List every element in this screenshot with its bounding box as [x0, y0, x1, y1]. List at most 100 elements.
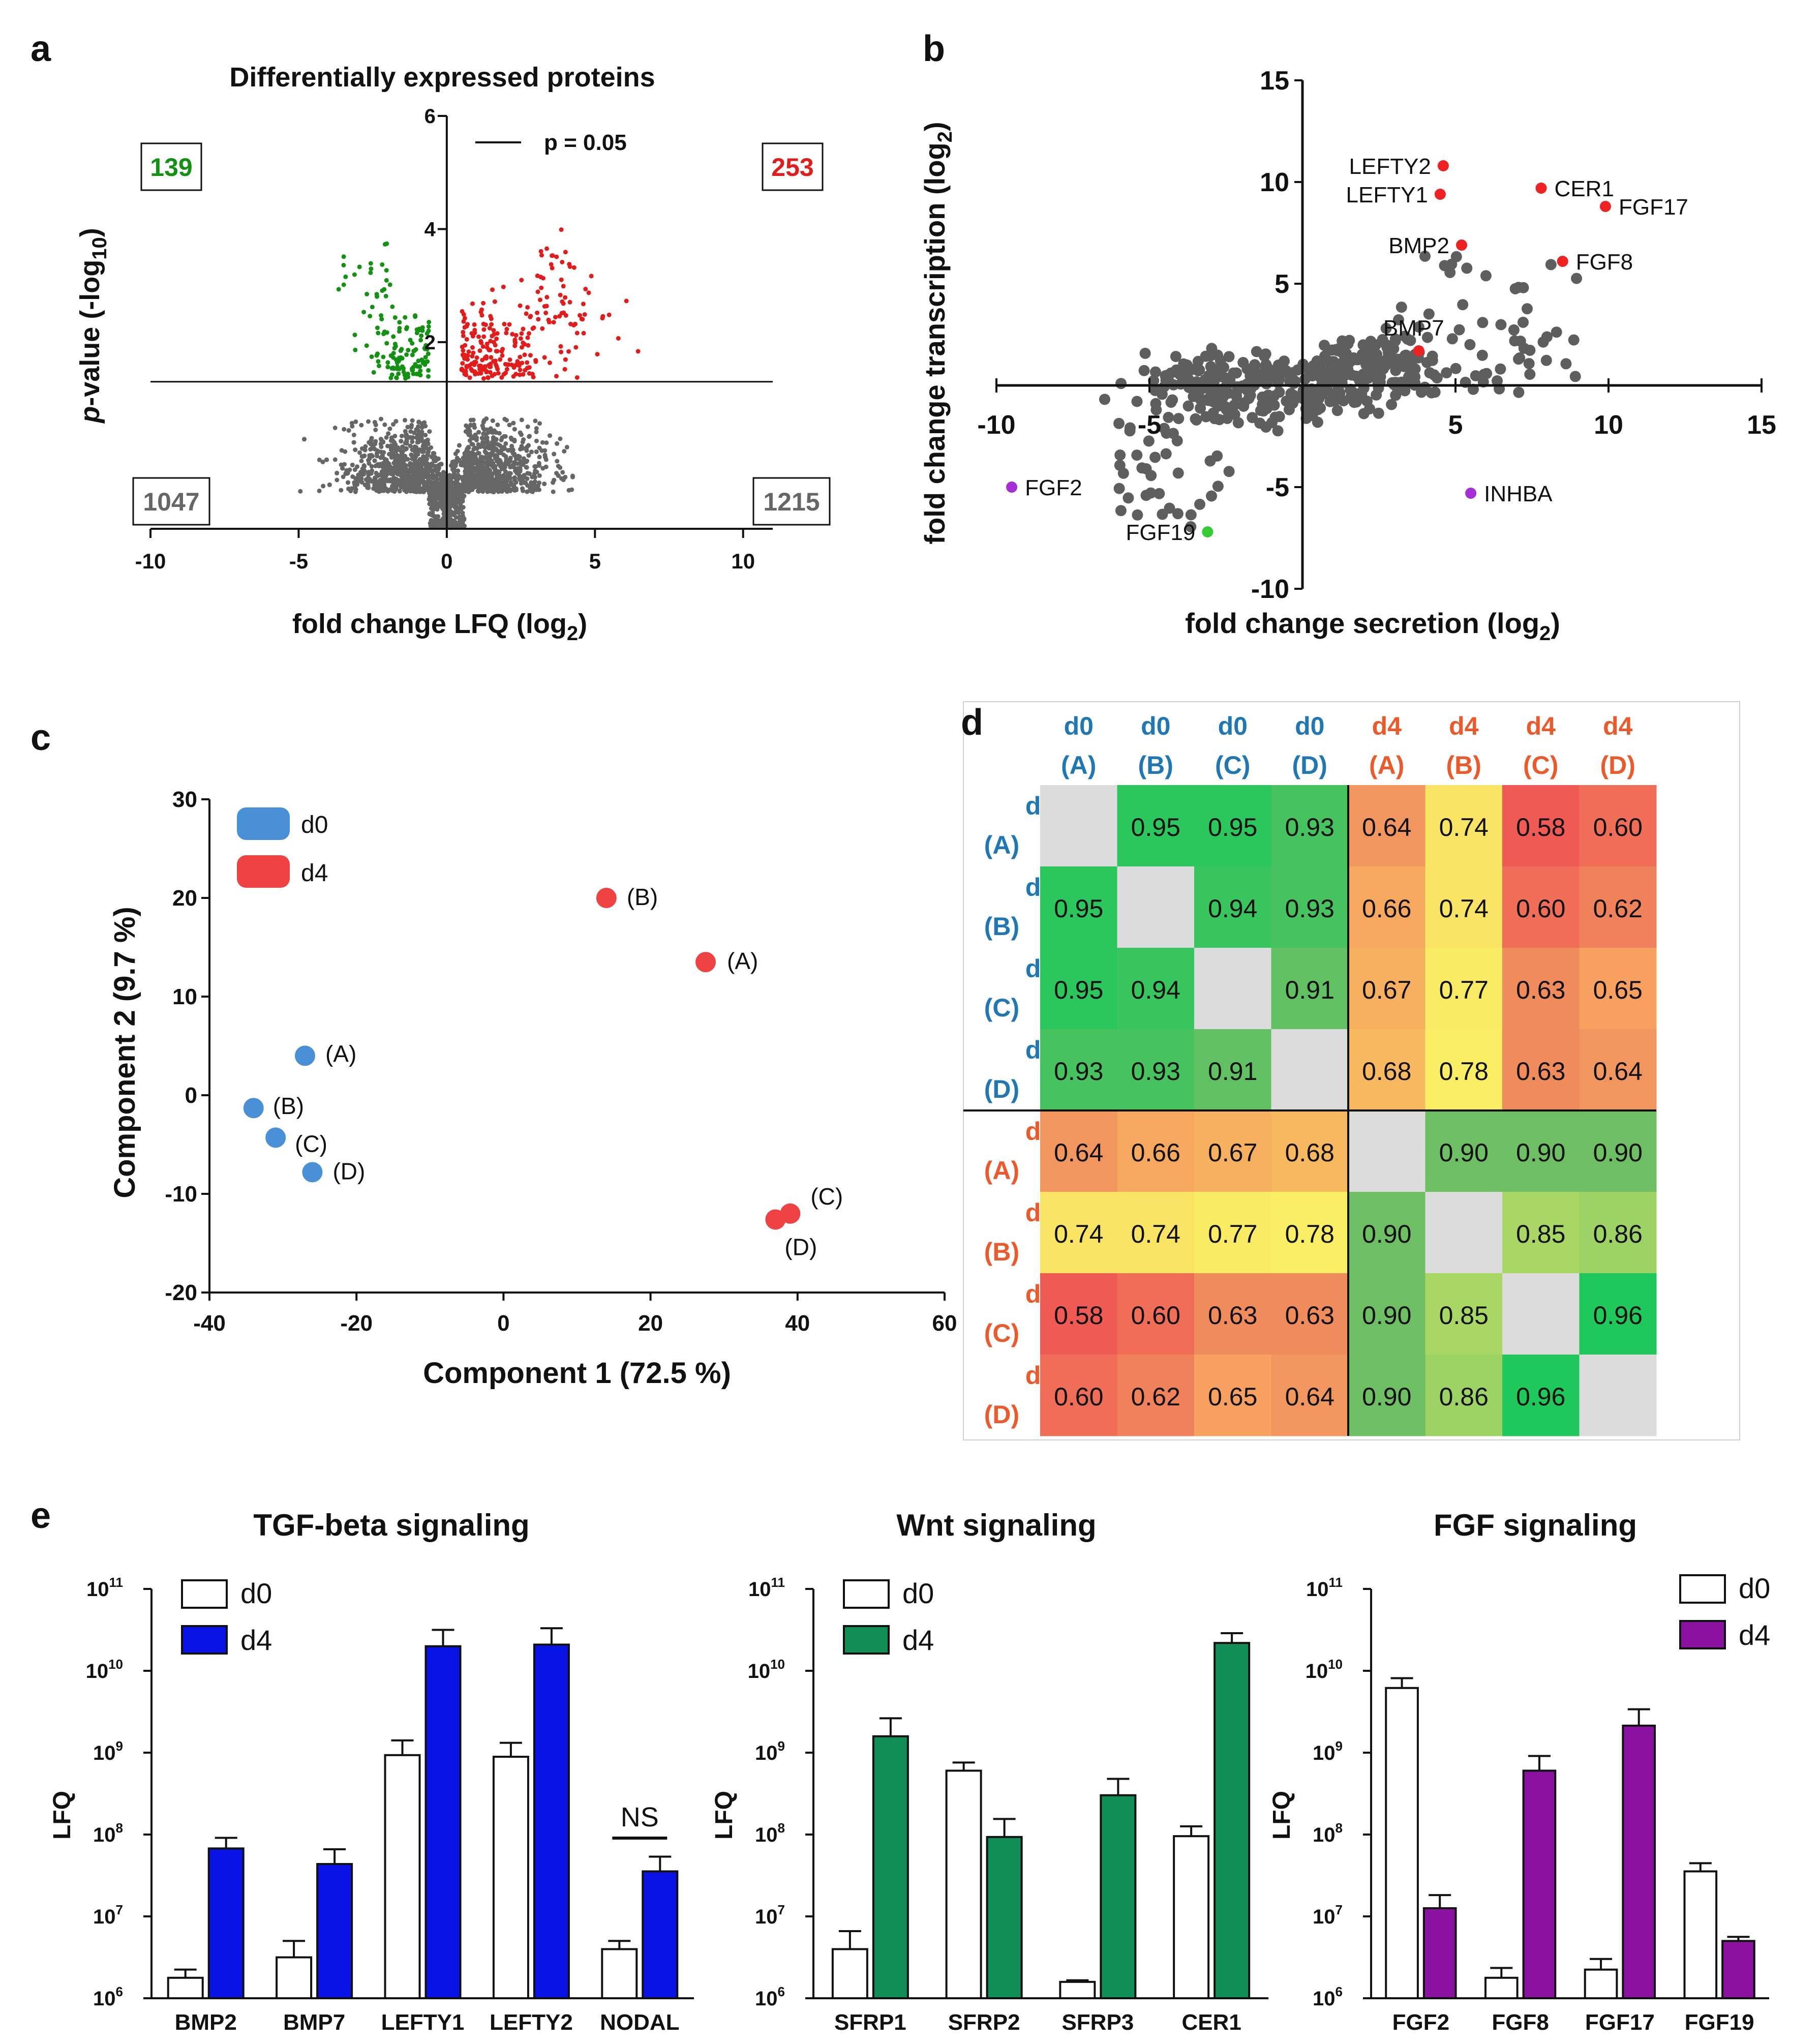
panel-a-point-ns	[372, 420, 377, 425]
panel-a-point-up	[462, 356, 467, 361]
panel-e-bar-d0	[601, 1948, 638, 1999]
panel-a-point-ns	[373, 428, 378, 432]
panel-b-y-tick-label: 10	[1260, 168, 1289, 197]
panel-b-point	[1164, 502, 1175, 514]
panel-a-point-ns	[525, 424, 530, 429]
panel-a-point-ns	[528, 486, 533, 491]
panel-a-point-up	[624, 298, 629, 304]
panel-a-volcano-plot: Differentially expressed proteins -10 -5 0 5…	[75, 62, 831, 645]
panel-a-point-up	[520, 345, 524, 350]
panel-a-point-ns	[403, 480, 408, 486]
panel-a-point-up	[571, 265, 577, 270]
panel-a-point-ns	[353, 447, 358, 453]
panel-a-point-ns	[548, 433, 553, 438]
panel-a-point-down	[352, 272, 357, 277]
panel-b-point	[1453, 324, 1465, 336]
panel-a-point-down	[414, 331, 419, 336]
panel-a-point-up	[470, 345, 475, 350]
panel-a-point-up	[463, 370, 468, 375]
panel-b-point	[1315, 402, 1326, 414]
panel-a-point-up	[595, 352, 600, 357]
panel-a-point-ns	[395, 482, 400, 487]
panel-d-col-header-bottom: (B)	[1446, 751, 1481, 779]
label-part: 7	[116, 1902, 123, 1917]
panel-a-point-ns	[397, 489, 402, 494]
panel-a-point-down	[374, 292, 379, 297]
label-part: 7	[778, 1902, 785, 1917]
panel-c-point-label: (B)	[627, 884, 658, 910]
panel-b-point	[1470, 370, 1481, 381]
panel-a-point-ns	[455, 474, 460, 479]
panel-a-point-ns	[558, 436, 563, 441]
panel-e-category-label: BMP2	[175, 2010, 237, 2035]
panel-d-cell	[1271, 866, 1349, 948]
panel-b-label-cer1: CER1	[1555, 176, 1614, 201]
panel-a-point-up	[539, 285, 544, 290]
panel-a-point-down	[417, 364, 422, 369]
panel-a-point-ns	[409, 423, 414, 428]
panel-b-point	[1212, 480, 1224, 492]
label-part: 10	[755, 1988, 778, 2010]
panel-a-point-down	[418, 338, 423, 343]
panel-a-point-ns	[412, 486, 417, 491]
panel-b-point	[1241, 378, 1253, 390]
panel-d-cell	[1194, 1110, 1271, 1192]
panel-a-point-ns	[376, 449, 381, 454]
panel-a-point-ns	[422, 420, 427, 425]
panel-a-point-down	[410, 352, 415, 357]
panel-a-point-ns	[525, 471, 530, 476]
panel-a-point-ns	[522, 480, 527, 485]
panel-a-point-up	[461, 333, 466, 338]
panel-a-point-ns	[497, 450, 502, 456]
panel-b-point	[1149, 366, 1161, 378]
panel-a-point-down	[391, 334, 396, 339]
panel-b-y-tick-label: -10	[1251, 575, 1289, 604]
panel-a-point-ns	[460, 492, 465, 497]
panel-a-point-ns	[298, 489, 303, 494]
panel-a-point-down	[388, 375, 393, 380]
panel-d-cell	[1194, 866, 1271, 948]
panel-a-point-ns	[524, 448, 529, 453]
panel-d-row-header-bottom: (C)	[984, 1319, 1019, 1347]
panel-a-point-down	[396, 371, 401, 376]
panel-e-y-tick-label: 107	[1313, 1902, 1343, 1928]
panel-d-cell-value: 0.90	[1362, 1220, 1411, 1248]
panel-a-point-ns	[349, 420, 354, 426]
panel-a-point-ns	[427, 463, 432, 468]
panel-a-point-down	[419, 333, 424, 338]
panel-a-point-up	[478, 364, 483, 368]
panel-a-point-ns	[481, 461, 486, 466]
panel-e-ns-label: NS	[621, 1802, 659, 1832]
panel-a-point-ns	[484, 427, 489, 432]
panel-a-point-up	[521, 372, 526, 377]
panel-e-title: Wnt signaling	[896, 1508, 1096, 1542]
panel-b-x-label: fold change secretion (log2)	[1185, 607, 1560, 645]
panel-a-point-ns	[483, 450, 488, 455]
panel-e-y-tick-label: 106	[93, 1984, 123, 2010]
panel-a-point-up	[542, 355, 547, 360]
panel-a-point-ns	[477, 482, 482, 487]
panel-a-point-ns	[508, 476, 513, 480]
label-part: 10	[1328, 1657, 1343, 1672]
panel-c-y-label: Component 2 (9.7 %)	[108, 907, 141, 1198]
panel-a-point-ns	[521, 437, 526, 442]
panel-a-point-ns	[439, 503, 444, 508]
panel-a-point-up	[477, 348, 482, 353]
label-part: 9	[116, 1738, 123, 1754]
panel-a-point-up	[563, 357, 568, 362]
panel-a-point-up	[511, 374, 516, 379]
panel-a-point-down	[413, 313, 418, 318]
panel-b-point	[1131, 396, 1143, 407]
panel-e-category-label: BMP7	[283, 2010, 345, 2035]
panel-b-point	[1476, 349, 1488, 361]
panel-a-point-ns	[505, 460, 510, 465]
panel-d-cell	[1579, 1029, 1657, 1111]
panel-a-point-ns	[501, 484, 506, 489]
panel-b-point	[1450, 363, 1462, 374]
panel-a-point-ns	[534, 449, 539, 454]
panel-a-point-ns	[537, 455, 542, 460]
panel-b-point	[1321, 371, 1333, 382]
label-part: 10	[1306, 1578, 1329, 1601]
panel-e-bar-d4	[1622, 1724, 1656, 2000]
panel-a-x-tick-label: 5	[589, 549, 601, 573]
